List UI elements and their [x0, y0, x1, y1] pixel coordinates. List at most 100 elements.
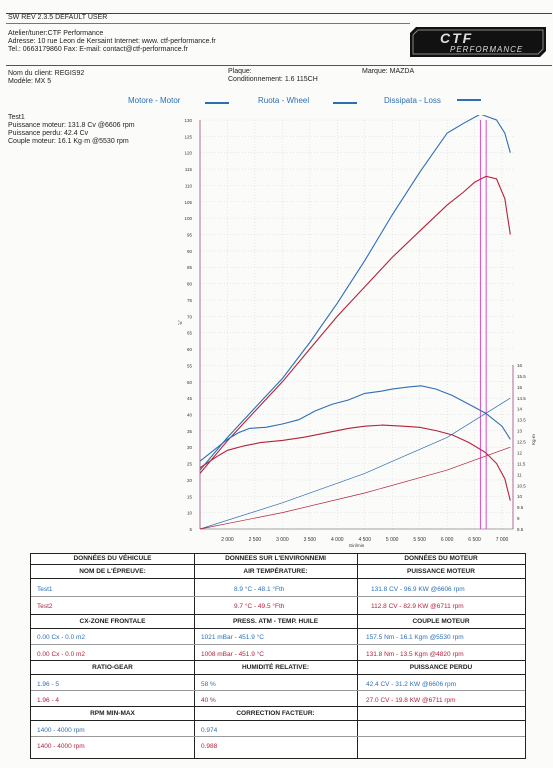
hum-test2: 40 %	[201, 697, 216, 704]
row-rule-g	[31, 674, 525, 675]
power-test2: 112.8 CV - 82.9 KW @6711 rpm	[371, 603, 464, 610]
header-second-rule	[6, 23, 410, 24]
y-tick-label: 70	[187, 314, 193, 319]
x-tick-label: 6 000	[441, 537, 454, 543]
table-header-rule	[31, 564, 525, 565]
legend-wheel: Ruota - Wheel	[258, 96, 310, 105]
header-top-rule	[6, 13, 552, 14]
y2-tick-label: 11	[517, 472, 522, 477]
dyno-chart: 2 000 2 500 3 000 3 500 4 000 4 500 5 000 5 500…	[178, 115, 536, 548]
ratio-test1: 1.96 - 5	[37, 681, 60, 688]
cx-test2: 0.00 Cx - 0.0 m2	[37, 651, 86, 658]
x-tick-label: 2 500	[249, 537, 262, 543]
x-tick-label: 5 500	[413, 537, 426, 543]
row-rule-i	[31, 706, 525, 707]
y-tick-label: 60	[187, 347, 193, 352]
y2-tick-label: 13	[517, 429, 523, 434]
header-vehicle-data: DONNÉES DU VÉHICULE	[73, 555, 152, 562]
y2-tick-label: 8.5	[517, 527, 524, 532]
header-air-temp: AIR TEMPÉRATURE:	[243, 568, 308, 575]
series-line	[199, 115, 511, 471]
software-version: SW REV 2.3.5 DEFAULT USER	[8, 14, 108, 21]
row-rule-f	[31, 660, 525, 661]
tuner-contact: Tel.: 0663179860 Fax: E-mail: contact@ct…	[8, 46, 188, 53]
test-power: Puissance moteur: 131.8 Cv @6606 rpm	[8, 122, 135, 129]
y-tick-label: 115	[185, 167, 193, 172]
y-tick-label: 95	[187, 233, 193, 238]
y-tick-label: 125	[184, 134, 192, 139]
y-tick-label: 65	[187, 331, 193, 336]
y-tick-label: 50	[187, 380, 193, 385]
y-tick-label: 105	[184, 200, 192, 205]
y-tick-label: 100	[184, 216, 192, 221]
y-tick-label: 90	[187, 249, 193, 254]
x-axis-label: Giri/min	[349, 543, 365, 548]
press-test2: 1008 mBar - 451.9 °C	[201, 651, 264, 658]
config-label: Conditionnement: 1.6 115CH	[228, 76, 318, 83]
y-tick-label: 85	[187, 265, 193, 270]
header-ratio: RATIO-GEAR	[92, 664, 133, 671]
test-loss: Puissance perdu: 42.4 Cv	[8, 130, 89, 137]
tuner-address: Adresse: 10 rue Leon de Kersaint Interne…	[8, 38, 216, 45]
legend-motor: Motore - Motor	[128, 96, 181, 105]
series-line	[199, 385, 511, 462]
header-rpm: RPM MIN-MAX	[90, 710, 135, 717]
header-engine-power: PUISSANCE MOTEUR	[407, 568, 475, 575]
logo-sub-text: PERFORMANCE	[450, 45, 523, 54]
y2-tick-label: 14.5	[517, 396, 526, 401]
y2-axis-label: Kg·m	[531, 434, 536, 445]
torque-test2: 131.8 Nm - 13.5 Kgm @4820 rpm	[366, 651, 464, 658]
test-torque: Couple moteur: 16.1 Kg·m @5530 rpm	[8, 138, 129, 145]
series-line	[199, 175, 511, 474]
y2-tick-label: 10	[517, 494, 523, 499]
series-line	[199, 397, 511, 530]
y2-tick-label: 14	[517, 407, 523, 412]
corr-test1: 0.974	[201, 727, 218, 734]
brand-label: Marque: MAZDA	[362, 68, 415, 75]
y-tick-label: 15	[187, 494, 193, 499]
legend-wheel-line	[333, 102, 357, 104]
y-tick-label: 5	[189, 527, 192, 532]
rpm-test1: 1400 - 4000 rpm	[37, 727, 85, 734]
legend-loss: Dissipata - Loss	[384, 96, 441, 105]
header-test-name: NOM DE L'ÉPREUVE:	[79, 568, 146, 575]
row-rule-d	[31, 628, 525, 629]
y-tick-label: 35	[187, 429, 193, 434]
y2-tick-label: 15	[517, 385, 523, 390]
y2-tick-label: 12.5	[517, 440, 526, 445]
ratio-test2: 1.96 - 4	[37, 697, 60, 704]
air-test2: 9.7 °C - 49.5 °Fth	[234, 603, 285, 610]
y2-tick-label: 11.5	[517, 461, 526, 466]
plate-label: Plaque:	[228, 68, 252, 75]
series-line	[199, 424, 511, 501]
loss-test1: 42.4 CV - 31.2 KW @6606 rpm	[366, 681, 457, 688]
x-tick-label: 3 500	[304, 537, 317, 543]
y-tick-label: 40	[187, 412, 193, 417]
y2-tick-label: 9.5	[517, 505, 524, 510]
logo-main-text: CTF	[440, 30, 473, 46]
client-name: Nom du client: REGIS92	[8, 70, 85, 77]
header-engine-data: DONNÉES DU MOTEUR	[404, 555, 478, 562]
y-tick-label: 45	[187, 396, 193, 401]
header-separator	[6, 65, 552, 66]
cx-test1: 0.00 Cx - 0.0 m2	[37, 634, 86, 641]
row-rule-a	[31, 578, 525, 579]
y-tick-label: 120	[184, 151, 192, 156]
y-tick-label: 20	[187, 478, 193, 483]
row-rule-c	[31, 614, 525, 615]
test1-name: Test1	[37, 586, 53, 593]
row-rule-b	[31, 596, 525, 597]
x-tick-label: 2 000	[221, 537, 234, 543]
y2-tick-label: 13.5	[517, 418, 526, 423]
y-axis-label: Cv	[178, 321, 183, 327]
corr-test2: 0.988	[201, 743, 218, 750]
y2-tick-label: 16	[517, 363, 523, 368]
test2-name: Test2	[37, 603, 53, 610]
y-tick-label: 80	[187, 282, 193, 287]
loss-test2: 27.0 CV - 19.8 KW @6711 rpm	[366, 697, 456, 704]
y-tick-label: 110	[185, 183, 193, 188]
header-environment-data: DONNÉES SUR L'ENVIRONNEMI	[225, 555, 326, 562]
row-rule-j	[31, 720, 525, 721]
x-tick-label: 7 000	[496, 537, 509, 543]
power-test1: 131.8 CV - 96.9 KW @6606 rpm	[371, 586, 465, 593]
